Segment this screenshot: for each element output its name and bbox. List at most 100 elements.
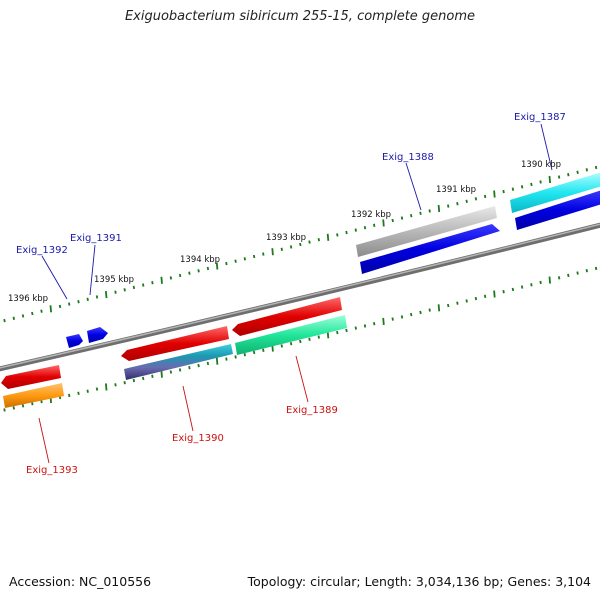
upper-ruler-tick <box>68 302 71 306</box>
lower-ruler-tick <box>132 378 136 383</box>
lower-ruler-tick <box>373 322 376 326</box>
gene-label-exig-1393: Exig_1393 <box>26 465 78 476</box>
upper-ruler-tick <box>493 190 496 198</box>
gene-exig-1387-lower <box>515 190 600 230</box>
upper-ruler-tick <box>123 288 126 292</box>
leader-exig-1390 <box>182 385 194 432</box>
upper-ruler-tick <box>502 189 505 194</box>
leader-exig-1392 <box>41 255 68 300</box>
upper-ruler-tick <box>188 271 191 275</box>
upper-ruler-tick <box>594 165 598 170</box>
gene-exig-1389-lower <box>235 315 347 355</box>
upper-ruler-tick <box>326 233 330 241</box>
lower-ruler-tick <box>243 353 246 357</box>
gene-label-exig-1389: Exig_1389 <box>286 405 338 416</box>
lower-ruler-tick <box>539 280 542 285</box>
upper-ruler-tick <box>206 266 210 271</box>
upper-ruler-tick <box>345 230 348 235</box>
upper-ruler-tick <box>382 219 385 227</box>
upper-ruler-tick <box>31 311 34 316</box>
lower-ruler-tick <box>382 317 385 325</box>
lower-ruler-tick <box>197 363 200 368</box>
lower-ruler-tick <box>68 393 71 398</box>
gene-exig-1389-upper <box>232 297 342 336</box>
lower-ruler-tick <box>95 387 99 391</box>
lower-ruler-tick <box>557 276 561 280</box>
upper-ruler-tick <box>280 247 283 251</box>
upper-ruler-tick <box>178 273 182 278</box>
lower-ruler-tick <box>31 402 34 406</box>
gene-exig-1390-upper <box>121 326 229 361</box>
lower-ruler-tick <box>317 335 320 339</box>
scale-label-1390: 1390 kbp <box>521 160 561 170</box>
lower-ruler-tick <box>576 271 579 275</box>
leader-exig-1391 <box>89 244 96 296</box>
lower-ruler-tick <box>419 310 422 315</box>
lower-ruler-tick <box>262 348 265 352</box>
upper-ruler-tick <box>373 223 376 227</box>
scale-label-1392: 1392 kbp <box>351 210 391 220</box>
upper-ruler-tick <box>391 218 394 223</box>
upper-ruler-tick <box>289 245 293 249</box>
lower-ruler-tick <box>410 312 413 317</box>
lower-ruler-tick <box>105 383 108 391</box>
lower-ruler-tick <box>3 408 6 412</box>
upper-ruler-tick <box>336 233 339 237</box>
lower-ruler-tick <box>520 285 524 289</box>
upper-ruler-tick <box>308 240 311 244</box>
lower-ruler-tick <box>548 276 551 284</box>
upper-ruler-tick <box>567 173 570 177</box>
upper-ruler-tick <box>21 314 25 318</box>
gene-exig-1393-upper <box>1 365 61 389</box>
lower-ruler-tick <box>428 308 431 312</box>
upper-ruler-tick <box>354 228 357 232</box>
lower-ruler-tick <box>215 357 219 365</box>
lower-ruler-tick <box>160 370 163 378</box>
gene-exig-1388-lower <box>360 224 500 274</box>
upper-ruler-tick <box>419 211 422 215</box>
lower-ruler-tick <box>437 304 441 312</box>
lower-ruler-tick <box>169 370 173 374</box>
lower-ruler-tick <box>511 287 515 292</box>
upper-ruler-tick <box>437 204 441 213</box>
lower-ruler-tick <box>447 303 450 308</box>
lower-ruler-tick <box>299 339 302 344</box>
upper-ruler-tick <box>169 276 173 280</box>
upper-ruler-tick <box>299 242 302 247</box>
gene-label-exig-1388: Exig_1388 <box>382 152 434 163</box>
upper-ruler-tick <box>12 316 15 320</box>
lower-ruler-tick <box>123 381 126 385</box>
upper-ruler-tick <box>474 197 478 201</box>
leader-exig-1389 <box>295 355 309 403</box>
lower-ruler-tick <box>252 350 256 355</box>
lower-ruler-tick <box>178 368 182 372</box>
lower-ruler-tick <box>567 273 570 278</box>
lower-ruler-tick <box>363 324 367 328</box>
leader-exig-1388 <box>405 162 422 211</box>
lower-ruler-tick <box>345 328 348 333</box>
upper-ruler-tick <box>197 269 200 273</box>
upper-ruler-tick <box>114 290 117 294</box>
scale-label-1391: 1391 kbp <box>436 185 476 195</box>
upper-ruler-tick <box>95 295 99 299</box>
upper-ruler-tick <box>3 318 6 323</box>
gene-exig-1387-upper <box>510 172 600 213</box>
lower-ruler-tick <box>234 355 237 359</box>
upper-ruler-tick <box>77 300 80 304</box>
upper-ruler-tick <box>86 297 89 301</box>
lower-ruler-tick <box>483 294 487 298</box>
lower-ruler-tick <box>391 317 394 321</box>
scale-label-1394: 1394 kbp <box>180 255 220 265</box>
upper-ruler-tick <box>271 248 274 256</box>
lower-ruler-tick <box>151 374 154 378</box>
upper-ruler-tick <box>317 238 320 242</box>
lower-ruler-tick <box>114 383 117 387</box>
lower-ruler-tick <box>77 391 80 395</box>
upper-ruler-tick <box>142 283 145 287</box>
upper-ruler-tick <box>465 199 468 203</box>
lower-ruler-tick <box>465 299 468 303</box>
upper-ruler-tick <box>456 202 459 206</box>
upper-ruler-tick <box>252 254 256 259</box>
